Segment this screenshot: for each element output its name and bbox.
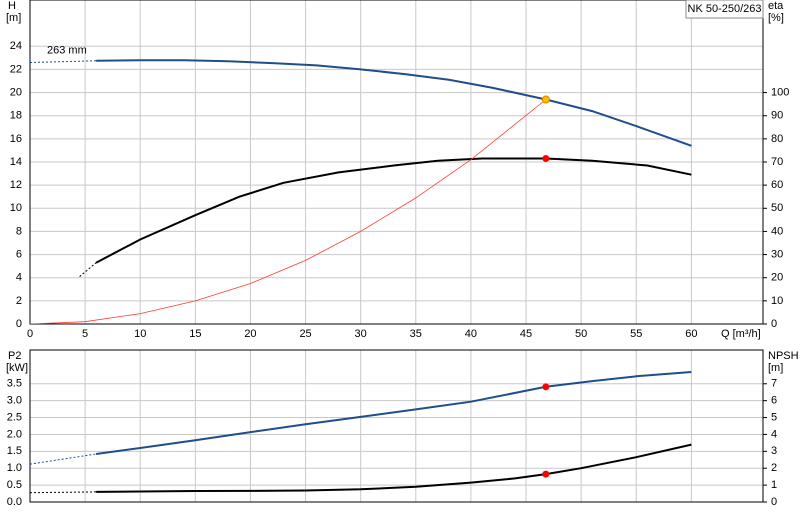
y-tick-label: 6 [16,248,22,260]
y-tick-label: 22 [10,63,22,75]
y2-tick-label: 20 [771,272,783,284]
y-tick-label: 12 [10,179,22,191]
y-tick-label: 4 [16,272,22,284]
x-tick-label: 5 [82,328,88,340]
curve-label: 263 mm [47,45,87,57]
y2-axis-label: eta [768,0,784,12]
y2-tick-label: 60 [771,179,783,191]
y-axis-unit: [m] [6,12,21,24]
y2-tick-label: 2 [771,462,777,474]
x-tick-label: 0 [27,328,33,340]
x-axis-label: Q [m³/h] [721,328,761,340]
x-tick-label: 25 [299,328,311,340]
y-tick-label: 2.0 [7,428,22,440]
x-tick-label: 30 [355,328,367,340]
duty-point [542,470,550,478]
y2-axis-unit: [%] [768,12,784,24]
curve [30,60,97,63]
x-tick-label: 40 [465,328,477,340]
plot-frame [29,349,764,503]
y-tick-label: 2.5 [7,411,22,423]
x-tick-label: 50 [575,328,587,340]
y2-axis-unit: [m] [768,362,783,374]
y-axis-label: P2 [8,350,21,362]
y2-tick-label: 6 [771,395,777,407]
curve [96,59,692,147]
y-tick-label: 10 [10,202,22,214]
y2-tick-label: 80 [771,133,783,145]
y-tick-label: 1.0 [7,462,22,474]
y2-tick-label: 100 [771,86,789,98]
x-tick-label: 60 [685,328,697,340]
y2-tick-label: 40 [771,225,783,237]
x-tick-label: 10 [134,328,146,340]
curve [95,157,692,264]
y2-tick-label: 10 [771,295,783,307]
y-tick-label: 18 [10,110,22,122]
y2-tick-label: 5 [771,411,777,423]
y2-tick-label: 0 [771,496,777,508]
x-tick-label: 45 [520,328,532,340]
curve [95,371,692,455]
x-tick-label: 55 [630,328,642,340]
y-axis-label: H [8,0,16,12]
y-tick-label: 2 [16,295,22,307]
y2-tick-label: 4 [771,428,777,440]
y2-axis-label: NPSH [768,350,799,362]
y2-tick-label: 7 [771,378,777,390]
plot-frame [29,0,764,325]
curve [96,443,692,493]
x-tick-label: 35 [410,328,422,340]
x-tick-label: 15 [189,328,201,340]
duty-point [541,95,550,104]
y-tick-label: 24 [10,40,22,52]
curve [30,99,547,324]
y-tick-label: 14 [10,156,22,168]
chart-title: NK 50-250/263 [688,3,762,15]
x-tick-label: 20 [244,328,256,340]
y2-tick-label: 70 [771,156,783,168]
curve [30,453,97,465]
y-tick-label: 16 [10,133,22,145]
y-tick-label: 3.5 [7,378,22,390]
y2-tick-label: 50 [771,202,783,214]
title-box [685,0,764,19]
y2-tick-label: 90 [771,110,783,122]
duty-point [542,155,550,163]
y-tick-label: 1.5 [7,445,22,457]
y-axis-unit: [kW] [6,362,28,374]
curve [79,262,97,277]
curve [30,491,97,494]
y-tick-label: 20 [10,86,22,98]
duty-point [542,383,550,391]
y2-tick-label: 1 [771,479,777,491]
y-tick-label: 0 [16,318,22,330]
y-tick-label: 3.0 [7,395,22,407]
y-tick-label: 8 [16,225,22,237]
y-tick-label: 0.5 [7,479,22,491]
y-tick-label: 0.0 [7,496,22,508]
y2-tick-label: 3 [771,445,777,457]
y2-tick-label: 30 [771,248,783,260]
y2-tick-label: 0 [771,318,777,330]
